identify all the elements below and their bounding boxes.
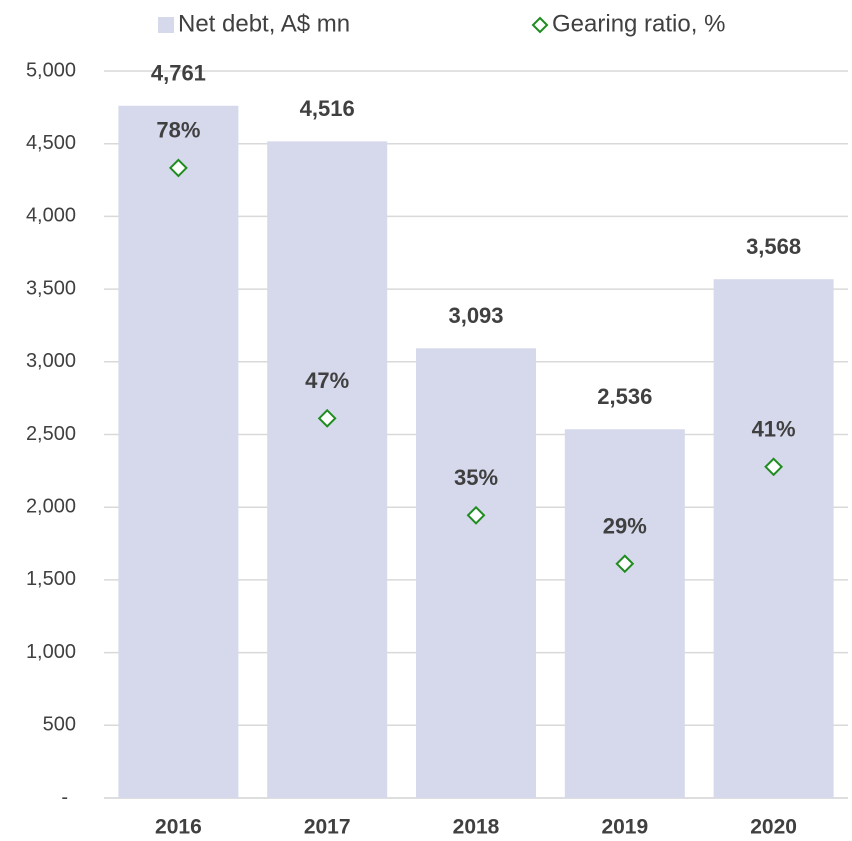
data-label: 78% (156, 118, 200, 143)
bar (564, 429, 685, 798)
y-tick-label: 500 (43, 714, 76, 736)
marker (317, 408, 337, 428)
data-label: 4,761 (151, 61, 206, 86)
y-tick-label: 1,500 (26, 568, 76, 590)
data-label: 3,093 (448, 303, 503, 328)
x-tick-label: 2016 (155, 816, 202, 839)
y-tick-label: 5,000 (26, 59, 76, 81)
legend-swatch (531, 16, 549, 34)
y-tick-label: 3,000 (26, 350, 76, 372)
data-label: 2,536 (597, 384, 652, 409)
y-tick-label: 3,500 (26, 277, 76, 299)
data-label: 3,568 (746, 234, 801, 259)
y-tick-label: 2,500 (26, 423, 76, 445)
data-label: 35% (454, 465, 498, 490)
y-tick-label: - (61, 786, 68, 808)
x-tick-label: 2017 (304, 816, 351, 839)
legend-label: Net debt, A$ mn (178, 10, 350, 37)
legend-swatch (158, 17, 174, 33)
marker (466, 505, 486, 525)
data-label: 4,516 (300, 96, 355, 121)
bar (416, 348, 536, 798)
bar (713, 279, 834, 799)
y-tick-label: 4,500 (26, 132, 76, 154)
x-tick-label: 2020 (750, 816, 797, 839)
bar (267, 141, 388, 798)
legend-label: Gearing ratio, % (552, 10, 725, 37)
marker (168, 158, 188, 178)
y-tick-label: 2,000 (26, 495, 76, 517)
marker (764, 457, 784, 477)
y-tick-label: 4,000 (26, 205, 76, 227)
data-label: 29% (603, 514, 647, 539)
y-tick-label: 1,000 (26, 641, 76, 663)
marker (615, 554, 635, 574)
bar (118, 105, 239, 798)
data-label: 41% (752, 417, 796, 442)
x-tick-label: 2018 (453, 816, 500, 839)
data-label: 47% (305, 368, 349, 393)
x-tick-label: 2019 (601, 816, 648, 839)
